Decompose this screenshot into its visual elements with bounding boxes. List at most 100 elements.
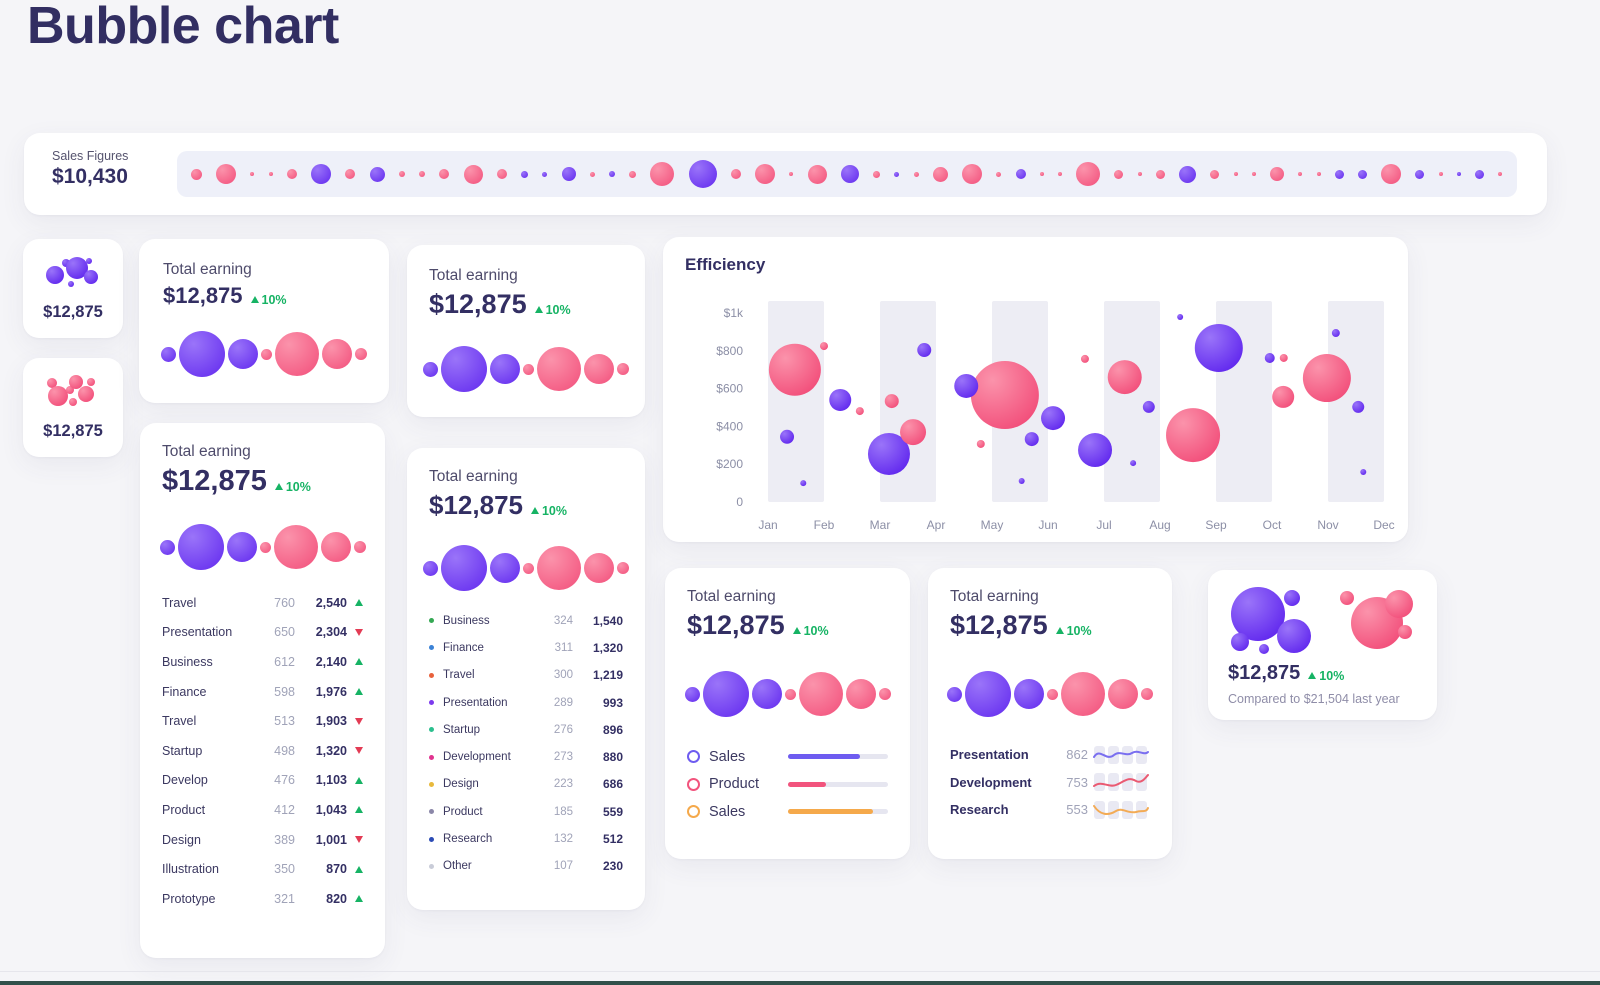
bubble — [179, 331, 225, 377]
bubble — [463, 164, 483, 184]
row-total: 2,540 — [315, 595, 347, 610]
row-qty: 350 — [274, 862, 295, 877]
sales-figures-meta: Sales Figures $10,430 — [52, 149, 128, 189]
chart-bubble — [1024, 432, 1039, 447]
table-row: Finance 598 1,976 — [162, 677, 363, 707]
row-qty: 273 — [553, 751, 573, 764]
legend-item: Sales — [687, 798, 888, 826]
row-total: 1,219 — [592, 668, 623, 683]
bubble — [629, 170, 637, 178]
trend-up-icon — [355, 865, 363, 873]
bubble — [688, 160, 717, 188]
bubble — [441, 545, 487, 591]
bubble — [878, 688, 891, 700]
card-title: Total earning — [429, 267, 518, 284]
bubble — [322, 339, 352, 369]
chart-bubble — [976, 439, 985, 448]
row-label: Finance — [443, 641, 484, 654]
row-total: 870 — [326, 862, 347, 877]
y-axis-tick: $400 — [716, 419, 743, 433]
bubble — [561, 167, 576, 181]
cluster-bubble — [66, 257, 88, 279]
row-label: Presentation — [443, 696, 508, 709]
card-title: Total earning — [687, 588, 776, 605]
table-row: Presentation 650 2,304 — [162, 618, 363, 648]
row-qty: 321 — [274, 891, 295, 906]
delta-badge: 10% — [792, 624, 829, 638]
bubble — [584, 553, 614, 583]
bubble — [807, 164, 827, 184]
list-item: Product 185 559 — [429, 798, 623, 825]
legend-label: Sales — [709, 748, 746, 765]
bubble — [1438, 172, 1443, 176]
category-dot — [429, 700, 434, 706]
bubble-cluster-pink-icon — [1337, 586, 1417, 657]
chart-bubble — [1166, 408, 1221, 463]
delta-badge: 10% — [274, 479, 311, 494]
bubble — [1057, 172, 1062, 176]
row-label: Development — [950, 774, 1032, 790]
row-qty: 498 — [274, 743, 295, 758]
sales-bubble-strip — [177, 151, 1517, 197]
category-dot — [429, 727, 434, 733]
cluster-bubble — [47, 378, 57, 388]
row-qty: 650 — [274, 625, 295, 640]
x-axis-tick: Sep — [1205, 518, 1227, 532]
bubble — [268, 172, 273, 176]
row-total: 820 — [326, 891, 347, 906]
bubble — [1358, 169, 1368, 179]
bubble — [1316, 172, 1321, 176]
row-label: Prototype — [162, 891, 216, 906]
x-axis-tick: Jun — [1038, 518, 1057, 532]
legend-ring-icon — [687, 777, 700, 791]
x-axis-tick: Dec — [1373, 518, 1394, 532]
bubble — [521, 170, 529, 178]
sparkline-row: Development 753 — [950, 769, 1150, 797]
list-item: Presentation 289 993 — [429, 689, 623, 716]
bubble — [250, 172, 255, 176]
bubble — [1179, 165, 1197, 183]
delta-badge: 10% — [1055, 624, 1092, 638]
trend-up-icon — [534, 306, 543, 313]
category-table: Travel 760 2,540 Presentation 650 2,304 Busine… — [162, 588, 363, 914]
row-total: 2,304 — [315, 625, 347, 640]
bubble — [490, 354, 520, 384]
chart-bubble — [1352, 400, 1365, 413]
chart-bubble — [1142, 400, 1155, 413]
total-earning-table-card: Total earning $12,875 10% Travel 760 2,540… — [140, 423, 385, 958]
x-axis-tick: Jul — [1096, 518, 1111, 532]
delta-value: 10% — [285, 479, 311, 494]
sparkline-chart — [1093, 800, 1149, 819]
row-total: 686 — [602, 777, 623, 792]
earning-value: $12,875 — [429, 289, 527, 319]
row-total: 1,320 — [315, 743, 347, 758]
bubble-cluster-pink-icon — [45, 374, 101, 413]
bubble — [947, 686, 962, 702]
trend-down-icon — [355, 628, 363, 636]
trend-up-icon — [274, 483, 283, 490]
card-title: Total earning — [163, 261, 252, 278]
row-qty: 132 — [553, 833, 573, 846]
sales-figures-value: $10,430 — [52, 165, 128, 188]
x-axis-tick: Jan — [758, 518, 777, 532]
chart-bubble — [1302, 354, 1351, 403]
progress-bar — [788, 781, 888, 787]
bubble-row — [684, 671, 891, 717]
row-label: Design — [162, 832, 201, 847]
bubble — [259, 541, 271, 553]
bubble — [159, 539, 175, 555]
x-axis-tick: Feb — [814, 518, 835, 532]
compare-earning-card: $12,875 10% Compared to $21,504 last yea… — [1208, 570, 1437, 720]
category-dot — [429, 836, 434, 842]
delta-badge: 10% — [250, 293, 287, 307]
row-value: 862 — [1066, 747, 1088, 763]
cluster-bubble — [1340, 591, 1354, 605]
chart-bubble — [780, 429, 795, 444]
row-label: Business — [162, 654, 213, 669]
trend-down-icon — [355, 747, 363, 755]
bubble — [913, 171, 919, 177]
bubble — [608, 171, 615, 177]
bubble — [1251, 172, 1256, 176]
trend-down-icon — [355, 717, 363, 725]
bubble — [798, 672, 843, 716]
